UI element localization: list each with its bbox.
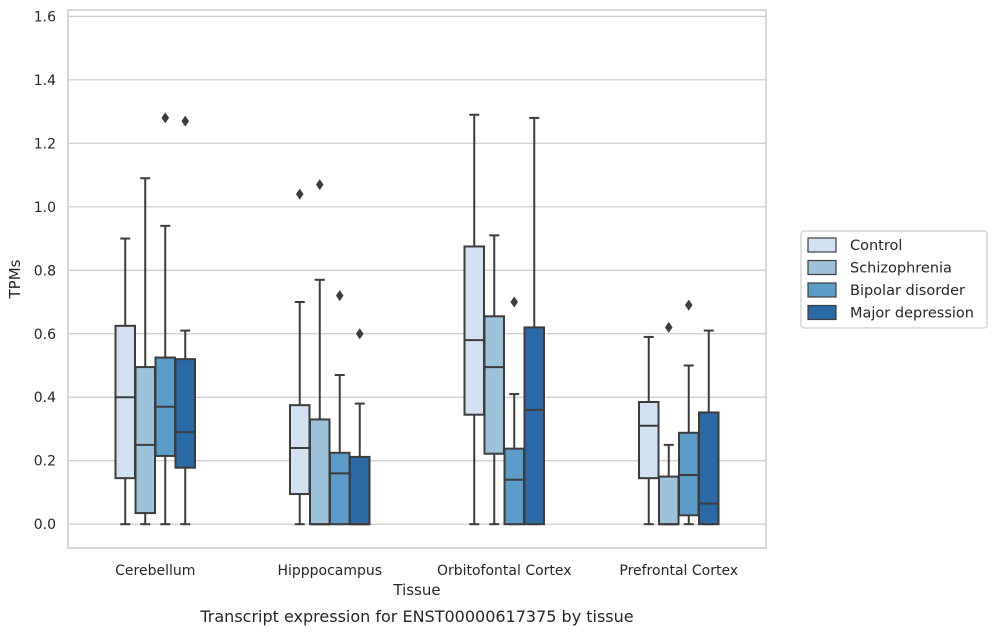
- x-axis-ticks: Cerebellum Hipppocampus Orbitofontal Corte…: [115, 563, 738, 579]
- box-iqr: [174, 358, 196, 469]
- outlier-point: [510, 296, 519, 308]
- box-control: [289, 188, 311, 526]
- box-major-depression: [349, 328, 371, 526]
- outlier-point: [181, 115, 190, 127]
- box-major-depression: [174, 115, 196, 526]
- y-tick-label: 0.2: [34, 454, 56, 470]
- box-iqr: [483, 315, 505, 455]
- plot-frame: [67, 9, 767, 549]
- legend-label: Major depression: [850, 306, 974, 322]
- box-iqr: [289, 404, 311, 496]
- box-major-depression: [698, 329, 720, 526]
- y-tick-label: 1.6: [34, 9, 56, 25]
- chart-caption: Transcript expression for ENST0000061737…: [199, 607, 633, 626]
- y-tick-label: 0.8: [34, 263, 56, 279]
- box-iqr: [503, 447, 525, 526]
- box-control: [463, 113, 485, 526]
- legend-label: Control: [850, 238, 902, 254]
- box-schizophrenia: [658, 321, 680, 526]
- legend-swatch: [807, 282, 837, 298]
- box-series: [114, 112, 720, 526]
- y-tick-label: 1.0: [34, 200, 56, 216]
- box-iqr: [134, 366, 156, 515]
- y-tick-label: 0.0: [34, 517, 56, 533]
- x-tick-label: Prefrontal Cortex: [619, 563, 738, 579]
- legend-swatch: [807, 304, 837, 321]
- legend-label: Schizophrenia: [850, 261, 952, 277]
- outlier-point: [664, 321, 673, 333]
- box-iqr: [638, 400, 660, 480]
- box-iqr: [463, 245, 485, 416]
- outlier-point: [355, 328, 364, 340]
- box-schizophrenia: [134, 177, 156, 526]
- outlier-point: [684, 299, 693, 311]
- box-major-depression: [523, 116, 545, 526]
- box-iqr: [523, 326, 545, 526]
- box-iqr: [114, 324, 136, 480]
- x-tick-label: Orbitofontal Cortex: [437, 563, 572, 579]
- box-bipolar-disorder: [154, 112, 176, 526]
- outlier-point: [315, 179, 324, 191]
- x-axis-label: Tissue: [392, 581, 440, 599]
- box-bipolar-disorder: [503, 296, 525, 526]
- y-tick-label: 1.4: [34, 73, 56, 89]
- legend-swatch: [807, 259, 837, 276]
- box-iqr: [309, 418, 331, 526]
- box-iqr: [329, 451, 351, 526]
- outlier-point: [161, 112, 170, 124]
- outlier-point: [295, 188, 304, 200]
- legend-frame: [800, 230, 988, 329]
- y-axis-label: TPMs: [6, 259, 24, 299]
- outlier-point: [335, 290, 344, 302]
- box-control: [114, 237, 136, 526]
- box-iqr: [698, 411, 720, 526]
- box-bipolar-disorder: [329, 290, 351, 526]
- box-schizophrenia: [483, 234, 505, 526]
- box-iqr: [658, 475, 680, 526]
- legend-swatch: [807, 237, 837, 253]
- y-tick-label: 0.4: [34, 390, 56, 406]
- y-tick-label: 1.2: [34, 136, 56, 152]
- x-tick-label: Hipppocampus: [277, 563, 382, 579]
- y-tick-label: 0.6: [34, 327, 56, 343]
- y-axis-ticks: 0.0 0.2 0.4 0.6 0.8 1.0 1.2 1.4 1.6: [34, 9, 56, 533]
- x-tick-label: Cerebellum: [115, 563, 195, 579]
- legend-label: Bipolar disorder: [850, 283, 965, 299]
- box-schizophrenia: [309, 179, 331, 526]
- box-iqr: [349, 455, 371, 526]
- box-control: [638, 335, 660, 526]
- legend: Control Schizophrenia Bipolar disorder Majo…: [800, 230, 988, 329]
